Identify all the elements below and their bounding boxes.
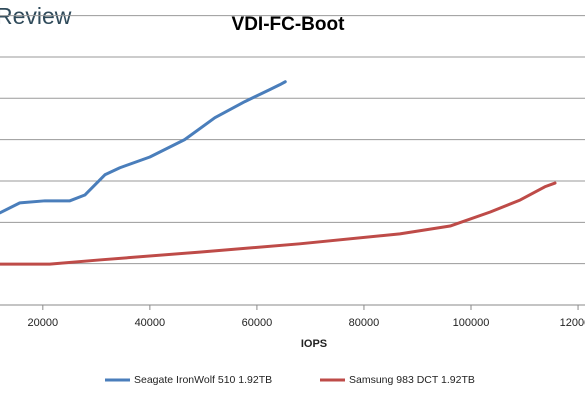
x-tick-label: 80000 [349, 317, 380, 329]
x-tick-label: 20000 [28, 317, 59, 329]
chart-title: VDI-FC-Boot [232, 14, 346, 35]
x-tick-label: 100000 [453, 317, 490, 329]
series-line [0, 181, 557, 266]
legend-label: Seagate IronWolf 510 1.92TB [134, 374, 272, 386]
series-line [0, 80, 287, 215]
x-tick-label: 40000 [135, 317, 166, 329]
x-tick-label: 120000 [560, 317, 585, 329]
x-tick-label: 60000 [242, 317, 273, 329]
legend-label: Samsung 983 DCT 1.92TB [349, 374, 475, 386]
x-axis-title: IOPS [301, 338, 327, 350]
